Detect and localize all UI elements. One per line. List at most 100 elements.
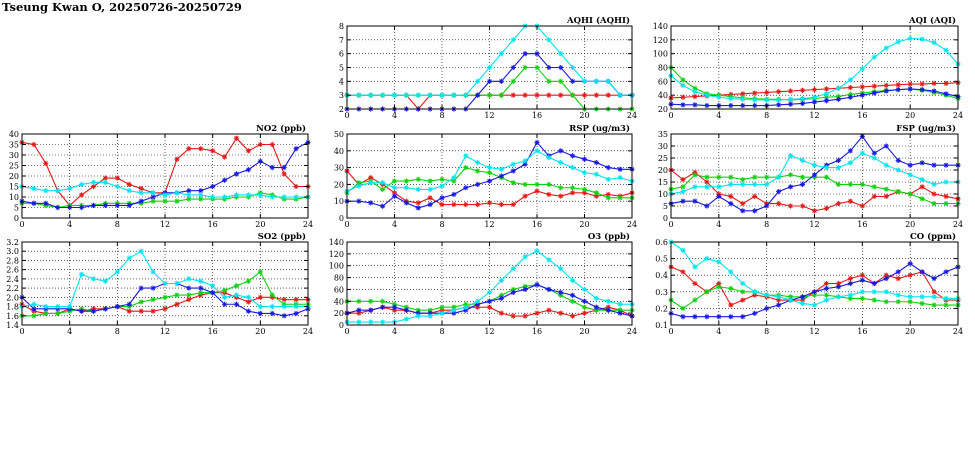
data-point bbox=[680, 102, 686, 108]
data-point bbox=[486, 304, 493, 310]
data-point bbox=[859, 84, 865, 90]
data-point bbox=[835, 85, 842, 91]
x-tick-label: 8 bbox=[764, 220, 769, 229]
y-tick-label: 140 bbox=[329, 238, 344, 247]
data-point bbox=[581, 78, 588, 84]
data-point bbox=[776, 102, 782, 108]
data-point bbox=[847, 160, 853, 166]
data-point bbox=[510, 168, 516, 174]
data-point bbox=[823, 91, 830, 97]
data-point bbox=[704, 256, 710, 262]
data-point bbox=[752, 289, 758, 295]
data-point bbox=[847, 275, 853, 282]
data-point bbox=[67, 204, 73, 211]
x-tick-label: 12 bbox=[160, 327, 170, 336]
x-tick-label: 8 bbox=[439, 111, 444, 120]
data-point bbox=[67, 303, 73, 310]
data-point bbox=[463, 185, 469, 191]
x-tick-label: 4 bbox=[392, 327, 397, 336]
data-point bbox=[895, 189, 901, 195]
data-point bbox=[233, 171, 240, 177]
y-tick-label: 3.2 bbox=[6, 238, 19, 247]
data-point bbox=[728, 193, 734, 199]
x-tick-label: 24 bbox=[953, 111, 963, 120]
data-point bbox=[740, 314, 746, 320]
data-point bbox=[943, 201, 949, 207]
data-point bbox=[581, 286, 588, 293]
data-point bbox=[546, 154, 552, 161]
data-point bbox=[680, 314, 686, 320]
data-point bbox=[728, 181, 734, 187]
data-point bbox=[704, 179, 710, 185]
data-point bbox=[510, 313, 516, 319]
data-point bbox=[943, 162, 949, 168]
x-tick-label: 12 bbox=[809, 111, 819, 120]
y-tick-label: 20 bbox=[334, 309, 344, 318]
data-point bbox=[186, 276, 192, 282]
data-point bbox=[257, 192, 263, 198]
data-point bbox=[510, 266, 516, 272]
data-point bbox=[534, 310, 540, 316]
data-point bbox=[907, 162, 913, 168]
data-point bbox=[186, 285, 192, 291]
data-point bbox=[198, 196, 204, 202]
data-point bbox=[728, 102, 734, 109]
data-point bbox=[198, 278, 204, 284]
y-tick-label: 10 bbox=[9, 193, 19, 202]
data-point bbox=[692, 184, 698, 190]
y-tick-label: 10 bbox=[334, 197, 344, 206]
data-point bbox=[871, 54, 877, 60]
data-point bbox=[522, 254, 528, 260]
data-point bbox=[823, 86, 830, 92]
data-point bbox=[716, 284, 722, 290]
x-tick-label: 20 bbox=[905, 327, 915, 336]
series-line-green bbox=[347, 66, 632, 110]
data-point bbox=[704, 102, 710, 109]
data-point bbox=[55, 303, 61, 310]
data-point bbox=[498, 173, 504, 179]
data-point bbox=[692, 264, 698, 270]
data-point bbox=[907, 272, 913, 278]
data-point bbox=[221, 194, 228, 200]
data-point bbox=[847, 181, 853, 187]
data-point bbox=[883, 143, 889, 149]
data-point bbox=[823, 280, 830, 287]
data-point bbox=[138, 198, 144, 204]
data-point bbox=[907, 191, 913, 197]
data-point bbox=[919, 177, 925, 183]
chart-panel: 0 4 8 12 16 20 24 0.1 0.2 0.3 0.4 0.5 0.6 CO (ppm) bbox=[655, 231, 963, 336]
data-point bbox=[126, 181, 132, 187]
data-point bbox=[704, 203, 710, 209]
data-point bbox=[162, 192, 168, 198]
data-point bbox=[356, 319, 362, 325]
data-point bbox=[293, 297, 299, 303]
data-point bbox=[570, 78, 576, 84]
data-point bbox=[931, 88, 937, 94]
data-point bbox=[847, 77, 853, 83]
x-tick-label: 12 bbox=[160, 220, 170, 229]
data-point bbox=[522, 181, 528, 187]
data-point bbox=[356, 307, 362, 313]
data-point bbox=[728, 201, 734, 207]
data-point bbox=[570, 165, 576, 171]
data-point bbox=[356, 198, 362, 204]
y-tick-label: 30 bbox=[334, 164, 344, 173]
data-point bbox=[498, 295, 504, 301]
data-point bbox=[210, 148, 216, 154]
data-point bbox=[740, 289, 746, 295]
data-point bbox=[102, 306, 109, 312]
chart-panel: 0 4 8 12 16 20 24 1.41.61.82.02.22.42.62.83.03.… bbox=[6, 231, 313, 336]
data-point bbox=[919, 269, 925, 275]
data-point bbox=[605, 195, 611, 201]
data-point bbox=[919, 36, 925, 42]
x-tick-label: 24 bbox=[627, 111, 637, 120]
data-point bbox=[835, 201, 842, 207]
data-point bbox=[871, 184, 877, 190]
data-point bbox=[138, 308, 144, 314]
data-point bbox=[150, 269, 156, 275]
data-point bbox=[522, 64, 528, 71]
data-point bbox=[463, 201, 469, 208]
data-point bbox=[90, 276, 97, 282]
x-tick-label: 24 bbox=[953, 220, 963, 229]
